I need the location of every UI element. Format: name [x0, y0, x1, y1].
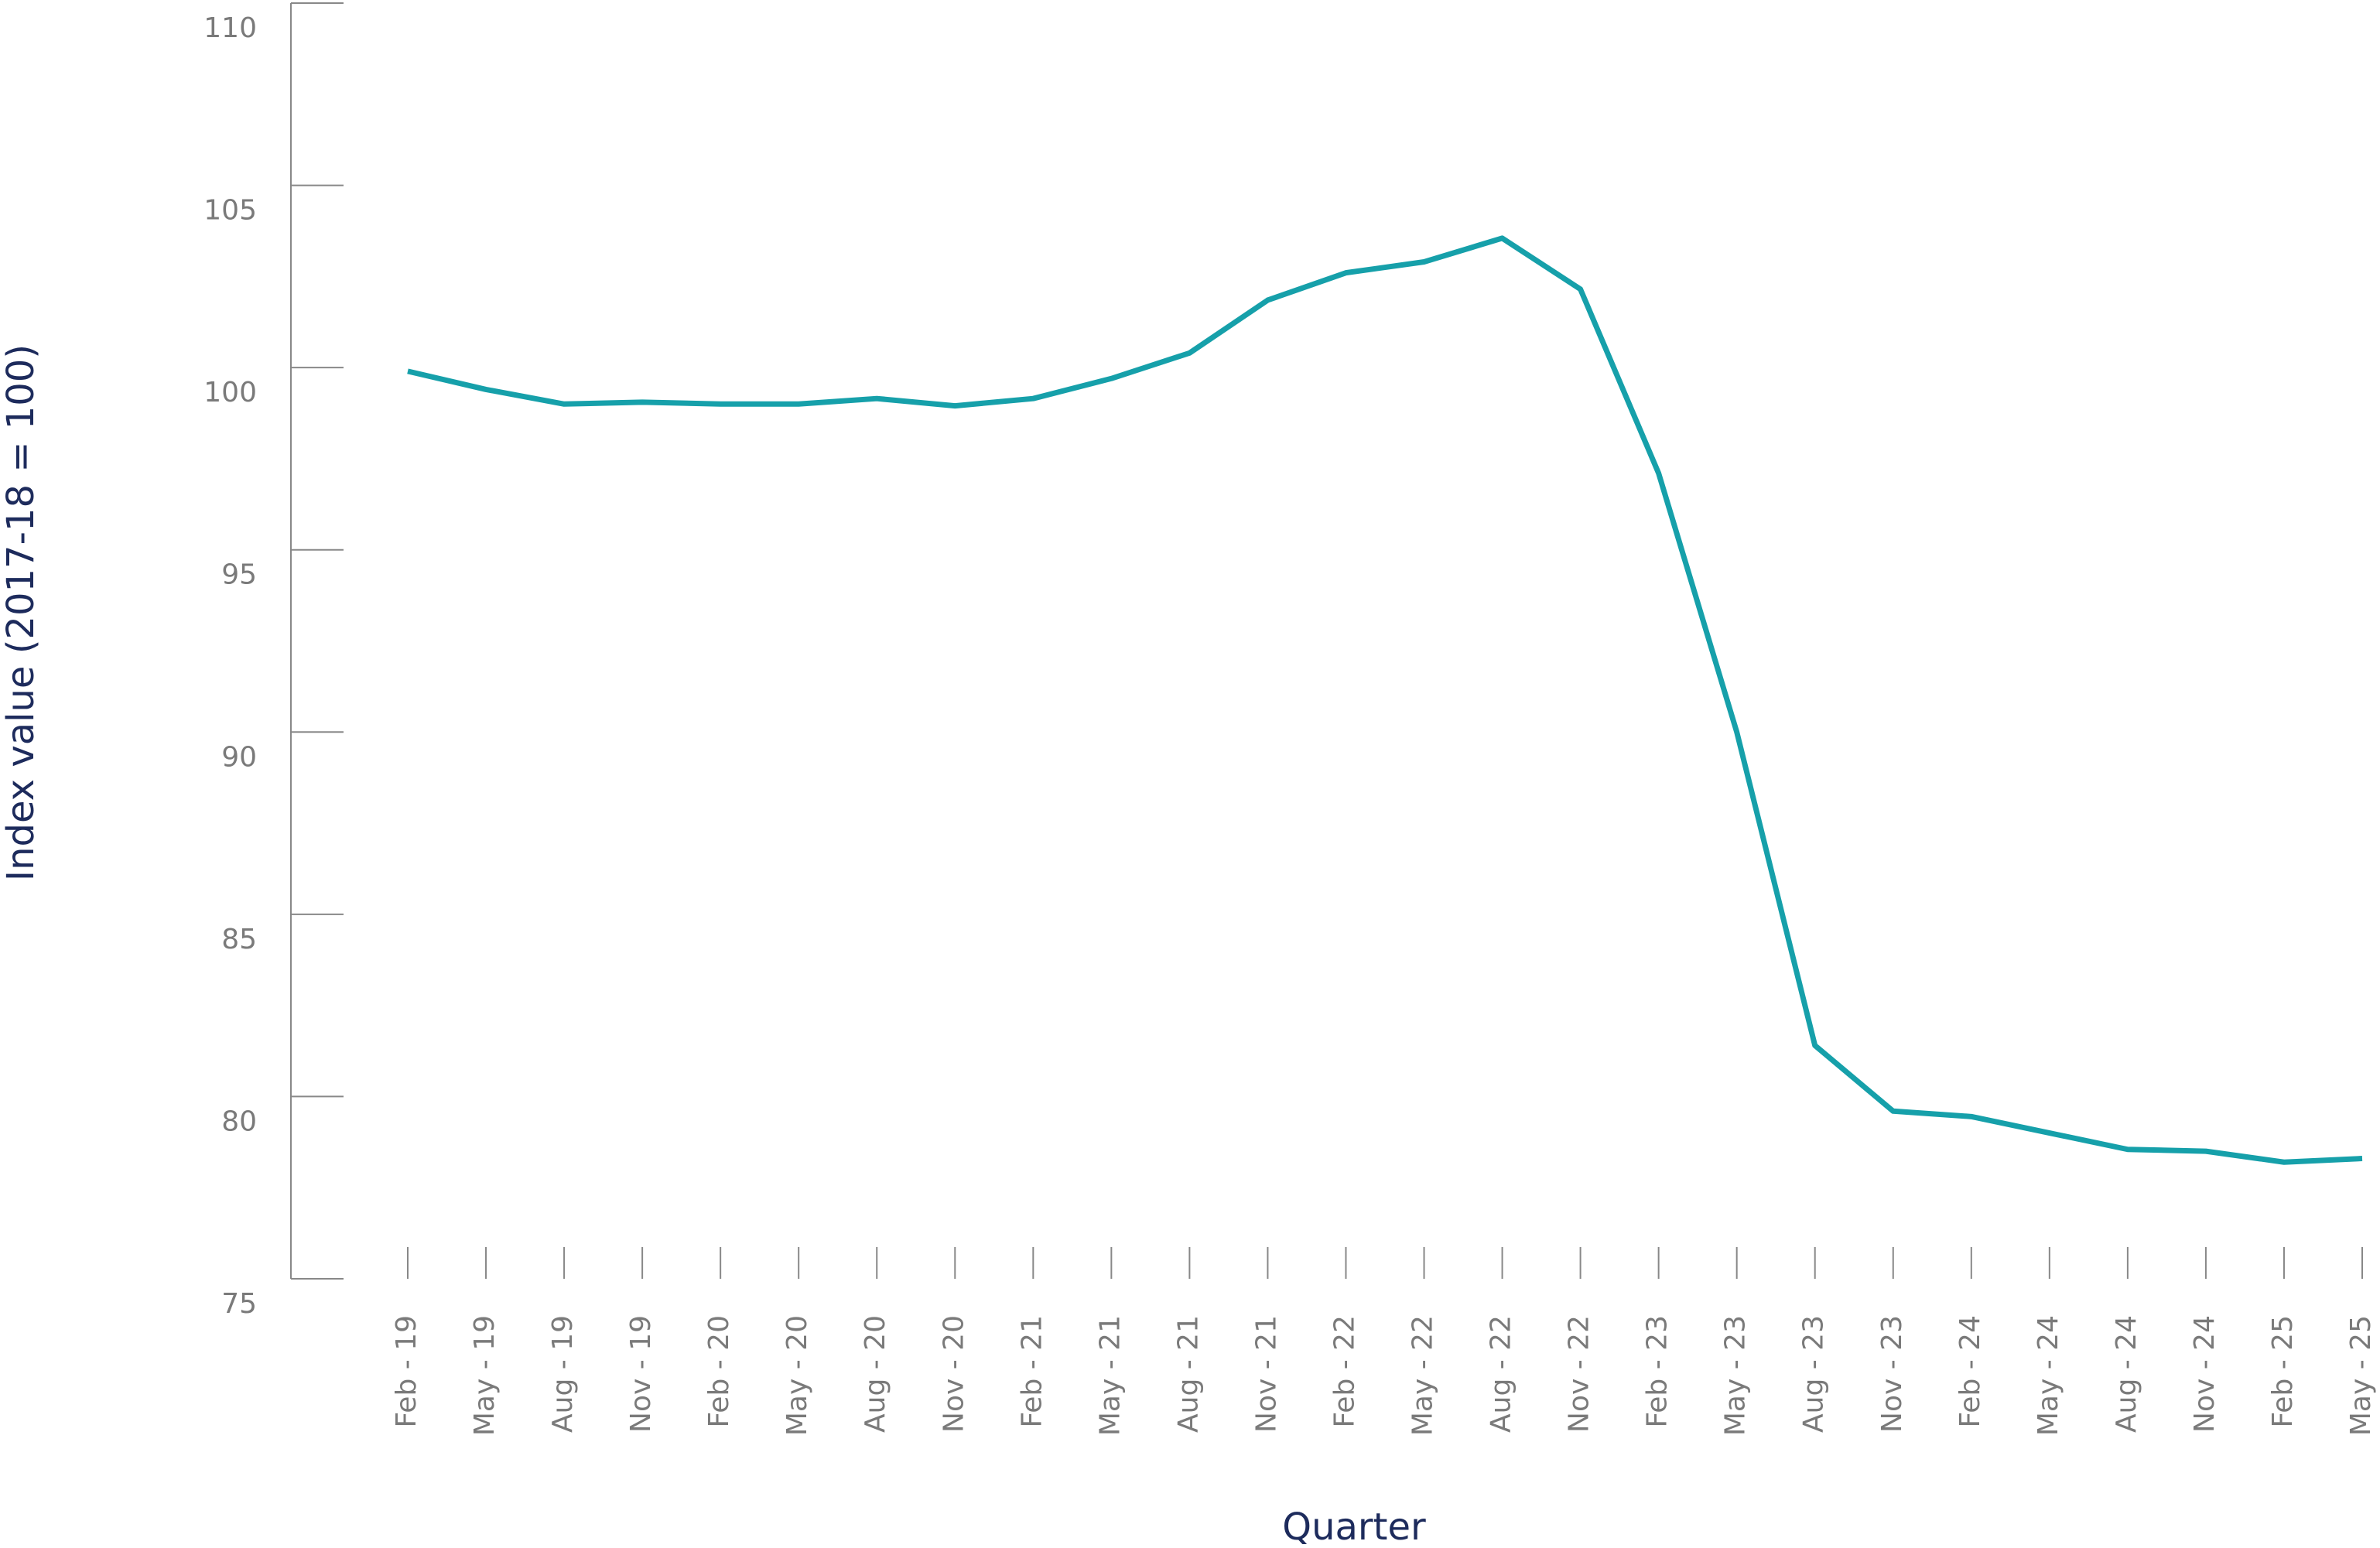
x-tick-label: Aug - 19 — [547, 1315, 579, 1433]
x-tick-label: Nov - 22 — [1564, 1315, 1595, 1433]
x-tick-label: Feb - 22 — [1328, 1315, 1360, 1427]
x-tick-label: May - 24 — [2033, 1315, 2064, 1436]
y-tick-label: 75 — [221, 1288, 257, 1320]
x-tick-label: Feb - 23 — [1642, 1315, 1674, 1427]
y-tick-label: 95 — [221, 559, 257, 591]
x-tick-label: Aug - 21 — [1172, 1315, 1204, 1433]
x-tick-label: May - 19 — [469, 1315, 501, 1436]
x-tick-label: May - 23 — [1720, 1315, 1752, 1436]
x-tick-label: May - 21 — [1094, 1315, 1126, 1436]
x-tick-label: Feb - 19 — [391, 1315, 422, 1427]
y-tick-label: 105 — [203, 195, 257, 227]
y-tick-label: 90 — [221, 741, 257, 773]
data-line — [407, 235, 2363, 1165]
y-tick-label: 110 — [203, 12, 257, 44]
x-tick-label: Nov - 21 — [1250, 1315, 1282, 1433]
y-tick-label: 85 — [221, 924, 257, 955]
x-axis-title: Quarter — [1282, 1505, 1426, 1548]
x-tick-label: Feb - 25 — [2267, 1315, 2299, 1427]
x-tick-label: Aug - 23 — [1798, 1315, 1830, 1433]
x-tick-label: Feb - 21 — [1016, 1315, 1048, 1427]
x-tick-label: Nov - 23 — [1876, 1315, 1908, 1433]
x-tick-label: Nov - 20 — [938, 1315, 969, 1433]
y-tick-label: 80 — [221, 1105, 257, 1137]
y-tick-label: 100 — [203, 377, 257, 408]
x-tick-label: May - 25 — [2345, 1315, 2377, 1436]
x-tick-label: May - 22 — [1407, 1315, 1439, 1436]
x-tick-label: May - 20 — [781, 1315, 813, 1436]
x-tick-label: Feb - 24 — [1954, 1315, 1986, 1427]
x-tick-label: Nov - 24 — [2189, 1315, 2221, 1433]
x-tick-label: Aug - 24 — [2111, 1315, 2142, 1433]
x-tick-label: Nov - 19 — [625, 1315, 657, 1433]
x-tick-label: Aug - 22 — [1486, 1315, 1517, 1433]
y-axis-title: Index value (2017-18 = 100) — [0, 344, 43, 881]
x-tick-label: Feb - 20 — [703, 1315, 735, 1427]
x-tick-label: Aug - 20 — [860, 1315, 891, 1433]
